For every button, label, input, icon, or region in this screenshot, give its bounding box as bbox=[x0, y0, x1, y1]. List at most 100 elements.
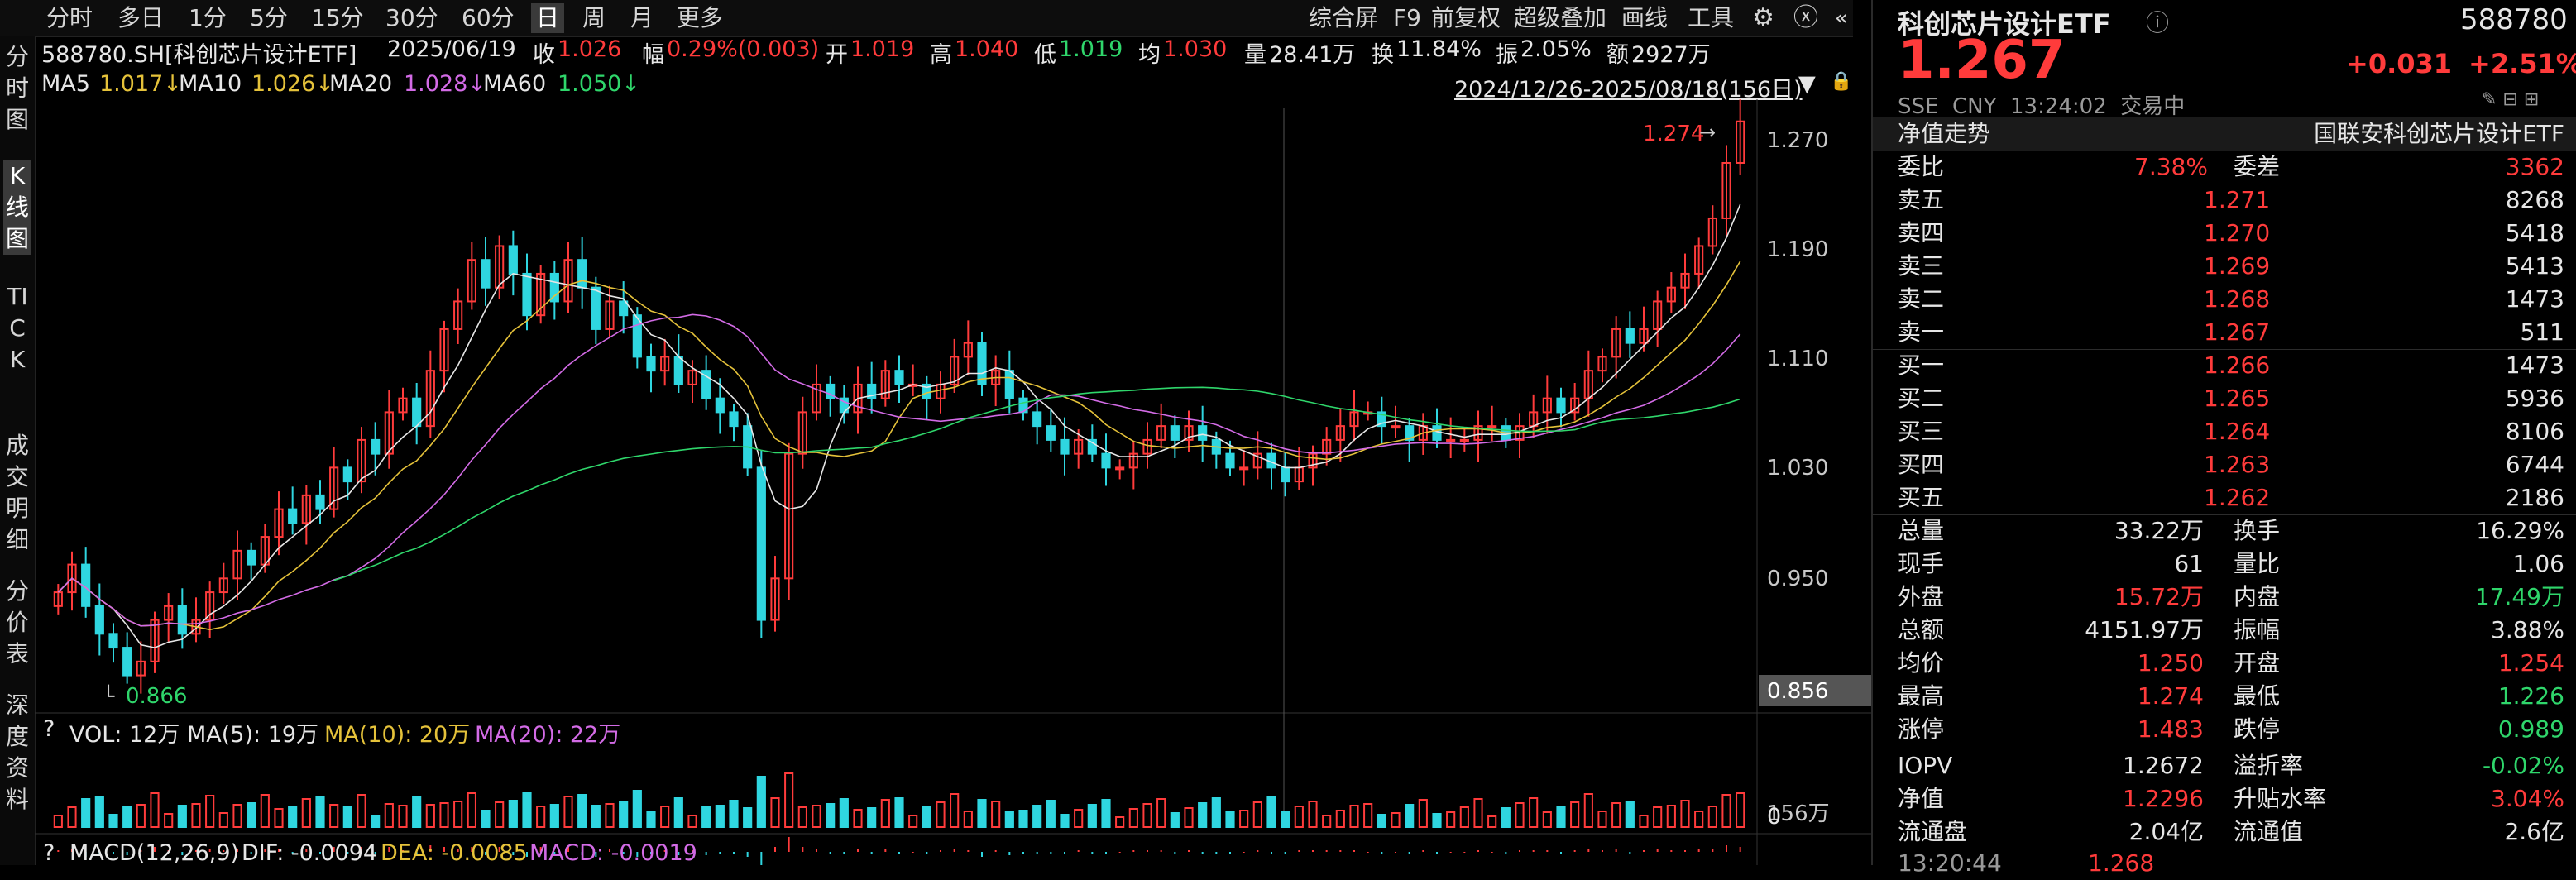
nav-kline-chart[interactable]: K线图 bbox=[3, 160, 31, 255]
volume-bar bbox=[812, 805, 821, 828]
period-tab-5min[interactable]: 5分 bbox=[250, 4, 288, 31]
macd-bar bbox=[1587, 849, 1590, 852]
period-tab-30min[interactable]: 30分 bbox=[385, 4, 438, 31]
macd-bar bbox=[415, 852, 418, 855]
candle-body bbox=[425, 370, 435, 428]
nav-tick[interactable]: TICK bbox=[7, 283, 28, 373]
stat-value: 4151.97万 bbox=[2085, 616, 2204, 643]
volume-bar bbox=[1322, 815, 1332, 828]
candle-body bbox=[619, 300, 629, 317]
volume-bar bbox=[1625, 801, 1635, 828]
volume-bar bbox=[1542, 811, 1552, 828]
nav-trade-detail[interactable]: 成交明细 bbox=[5, 432, 29, 553]
volume-bar bbox=[591, 805, 601, 828]
macd-bar bbox=[898, 852, 900, 854]
volume-bar bbox=[191, 803, 201, 828]
candle-body bbox=[963, 342, 973, 358]
volume-bar bbox=[1335, 810, 1345, 828]
macd-bar bbox=[981, 852, 983, 857]
candle-body bbox=[1281, 466, 1290, 483]
macd-bar bbox=[1064, 852, 1065, 854]
volume-bar bbox=[1432, 813, 1442, 828]
stat-label: 振幅 bbox=[2234, 616, 2281, 643]
ask-volume: 511 bbox=[2520, 318, 2564, 346]
nav-depth-data[interactable]: 深度资料 bbox=[5, 691, 29, 813]
stat-value: 1.06 bbox=[2512, 550, 2564, 577]
period-tab-duori[interactable]: 多日 bbox=[117, 4, 165, 31]
macd-bar bbox=[1271, 852, 1272, 854]
period-tab-15min[interactable]: 15分 bbox=[311, 4, 364, 31]
volume-bar bbox=[398, 805, 408, 828]
volume-bar bbox=[232, 804, 242, 828]
volume-bar bbox=[53, 815, 63, 828]
candle-body bbox=[1473, 425, 1483, 441]
candle-body bbox=[797, 411, 807, 455]
macd-bar bbox=[1408, 852, 1410, 854]
vol-question-icon[interactable]: ? bbox=[43, 716, 55, 742]
date-range-selector[interactable]: 2024/12/26-2025/08/18(156日) bbox=[1454, 77, 1803, 103]
collapse-icon[interactable]: « bbox=[1835, 6, 1848, 31]
stat-label: 流通盘 bbox=[1898, 818, 1968, 845]
period-tab-month[interactable]: 月 bbox=[630, 4, 654, 31]
edit-icon[interactable]: ✎ ⊟ ⊞ bbox=[2482, 89, 2540, 110]
nav-trend-link[interactable]: 净值走势 bbox=[1898, 120, 1991, 147]
period-tab-more[interactable]: 更多 bbox=[677, 4, 724, 31]
kline-chart[interactable]: 1.270 1.190 1.110 1.030 0.950 0.856 1.27… bbox=[35, 99, 1871, 865]
info-icon[interactable]: ⓘ bbox=[2146, 9, 2170, 36]
bid-volume: 1473 bbox=[2505, 352, 2564, 379]
macd-bar bbox=[1381, 852, 1383, 854]
stock-code-name: 588780.SH[科创芯片设计ETF] bbox=[41, 42, 357, 68]
macd-bar bbox=[1229, 852, 1231, 854]
macd-bar bbox=[1615, 849, 1617, 852]
candle-body bbox=[977, 342, 987, 385]
lock-icon[interactable]: 🔒 bbox=[1830, 71, 1853, 92]
macd-bar bbox=[774, 847, 776, 852]
draw-line-button[interactable]: 画线 bbox=[1621, 4, 1669, 31]
price-change: +0.031 bbox=[2346, 48, 2453, 79]
period-tab-week[interactable]: 周 bbox=[582, 4, 606, 31]
tools-button[interactable]: 工具 bbox=[1688, 4, 1735, 31]
bid-level-label: 买一 bbox=[1898, 352, 1945, 379]
macd-bar bbox=[1008, 852, 1011, 855]
volume-bar bbox=[218, 812, 228, 828]
volume-bar bbox=[108, 814, 118, 828]
info-high: 1.040 bbox=[955, 36, 1019, 62]
stat-value: 1.254 bbox=[2497, 649, 2564, 677]
candle-body bbox=[605, 300, 615, 330]
period-tab-day[interactable]: 日 bbox=[531, 3, 565, 33]
gear-icon[interactable]: ⚙ bbox=[1752, 3, 1774, 32]
macd-bar bbox=[788, 837, 790, 852]
macd-bar bbox=[526, 852, 528, 857]
macd-question-icon[interactable]: ? bbox=[43, 840, 55, 866]
stat-value: 33.22万 bbox=[2114, 517, 2204, 544]
ma60-line bbox=[333, 386, 1740, 581]
chevron-down-icon[interactable]: ▼ bbox=[1798, 71, 1816, 97]
composite-screen-button[interactable]: 综合屏 bbox=[1309, 4, 1379, 31]
macd-bar bbox=[113, 852, 114, 854]
nav-fenshi-chart[interactable]: 分时图 bbox=[5, 43, 29, 133]
bid-level-label: 买二 bbox=[1898, 385, 1945, 412]
overlay-button[interactable]: 超级叠加 bbox=[1514, 4, 1607, 31]
volume-bar bbox=[1680, 800, 1690, 828]
candle-body bbox=[205, 591, 215, 621]
candle-body bbox=[1101, 452, 1111, 469]
volume-bar bbox=[467, 792, 476, 828]
info-close: 1.026 bbox=[558, 36, 622, 62]
volume-bar bbox=[701, 806, 711, 828]
f9-button[interactable]: F9 bbox=[1393, 4, 1421, 31]
period-tab-1min[interactable]: 1分 bbox=[189, 4, 227, 31]
adjust-button[interactable]: 前复权 bbox=[1431, 4, 1501, 31]
candle-body bbox=[701, 370, 711, 399]
macd-bar bbox=[1463, 852, 1466, 853]
candle-body bbox=[342, 466, 352, 483]
period-tab-60min[interactable]: 60分 bbox=[462, 4, 515, 31]
volume-bar bbox=[977, 799, 987, 828]
nav-price-table[interactable]: 分价表 bbox=[5, 577, 29, 667]
period-tab-fenshi[interactable]: 分时 bbox=[46, 4, 93, 31]
price-axis-bottom: 0.856 bbox=[1767, 679, 1828, 704]
volume-bar bbox=[1721, 794, 1731, 828]
candle-body bbox=[218, 577, 228, 594]
candle-body bbox=[1046, 425, 1056, 441]
stat-label: 外盘 bbox=[1898, 583, 1945, 610]
close-icon[interactable]: ⓧ bbox=[1793, 3, 1818, 32]
